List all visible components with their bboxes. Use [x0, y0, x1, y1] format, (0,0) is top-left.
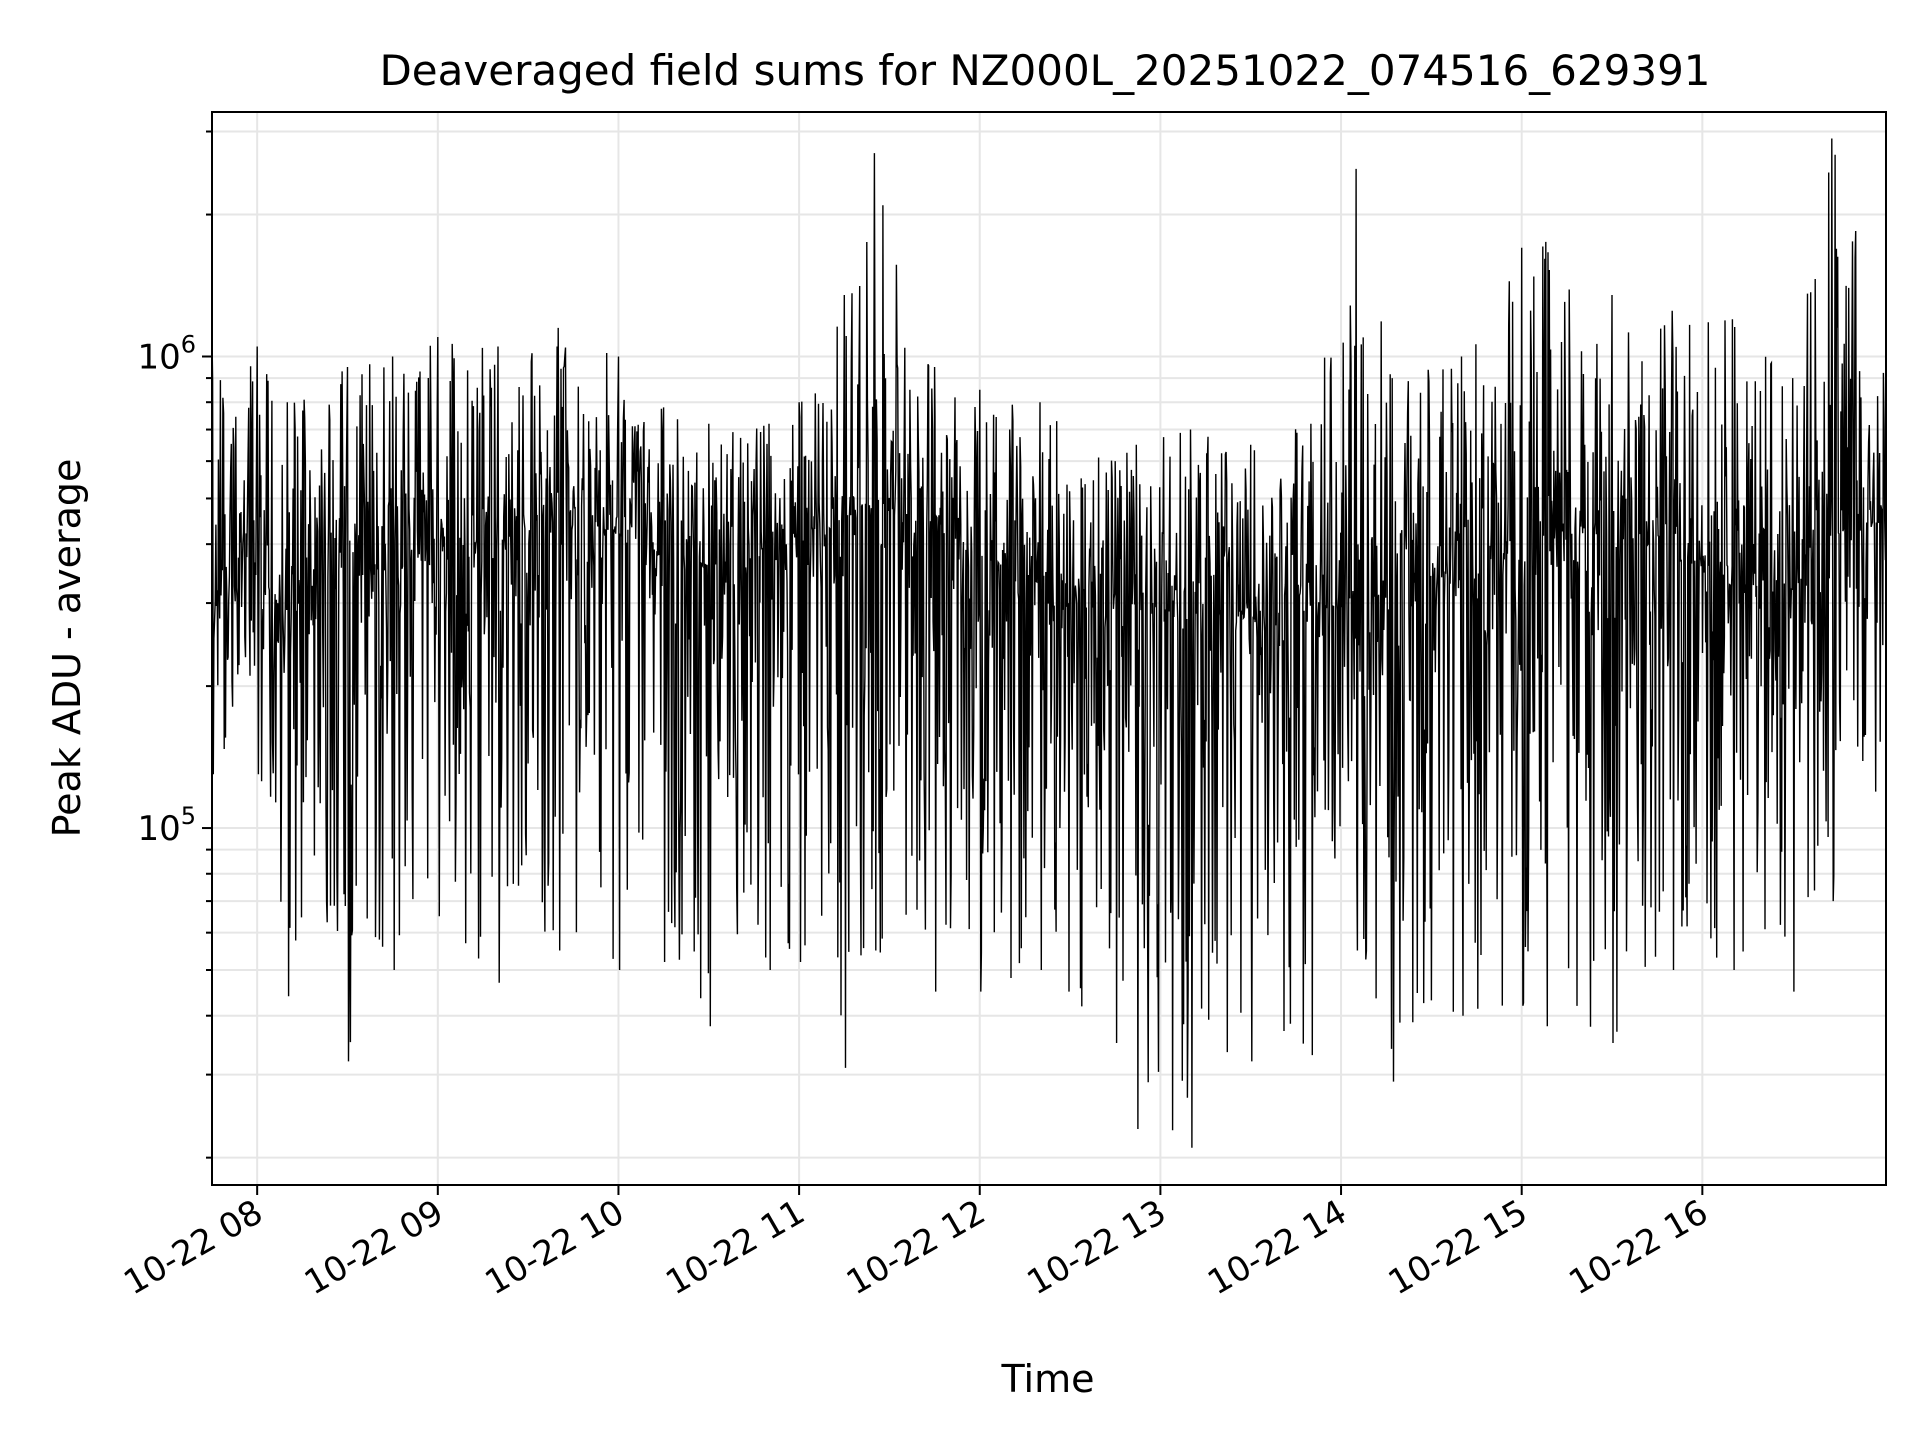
series-line: [212, 138, 1886, 1148]
y-tick-label: 106: [137, 331, 196, 378]
series-polyline: [212, 138, 1886, 1148]
y-axis-label: Peak ADU - average: [45, 459, 89, 838]
y-tick-label: 105: [137, 802, 196, 849]
y-tick-label-base: 10: [137, 338, 180, 378]
plot-area: [211, 111, 1887, 1186]
y-tick-label-base: 10: [137, 809, 180, 849]
y-tick-label-exponent: 5: [181, 802, 196, 830]
chart-title: Deaveraged field sums for NZ000L_2025102…: [379, 46, 1710, 95]
plot-frame: [211, 111, 1887, 1186]
y-tick-label-exponent: 6: [181, 331, 196, 359]
x-axis-label: Time: [1001, 1357, 1095, 1401]
